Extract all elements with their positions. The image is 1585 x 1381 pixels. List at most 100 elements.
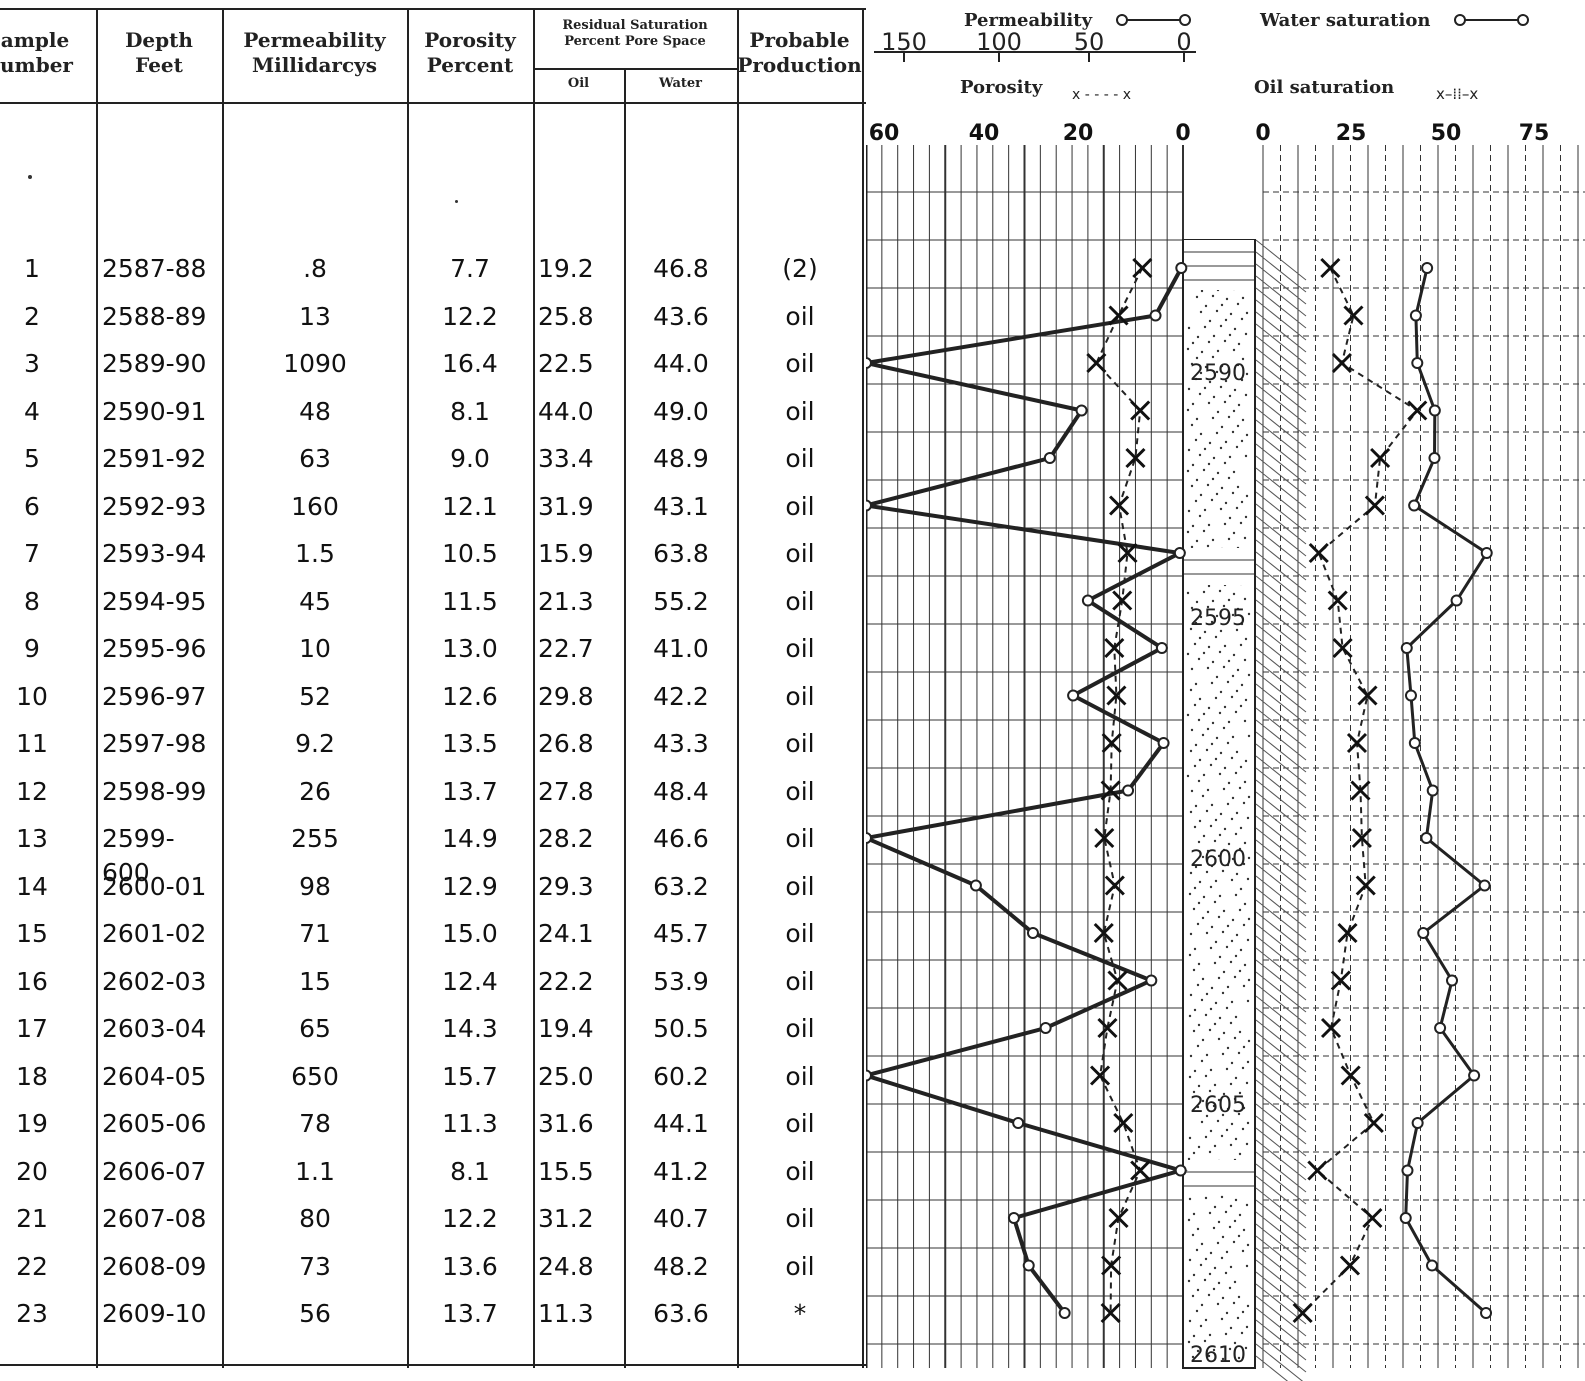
left-scale-tick: 20 <box>1063 121 1094 146</box>
cell-depth: 2588-89 <box>102 301 207 331</box>
cell-oil: 25.0 <box>538 1061 594 1091</box>
hatch-line <box>1255 599 1307 641</box>
sand-dot <box>1231 857 1235 861</box>
hatch-line <box>1255 971 1307 1013</box>
sand-dot <box>1244 393 1248 397</box>
sand-dot <box>1203 325 1207 329</box>
sand-dot <box>1207 523 1211 527</box>
sand-dot <box>1223 644 1227 648</box>
sand-dot <box>1200 1303 1204 1307</box>
sand-dot <box>1187 448 1191 452</box>
table-top-border <box>0 8 866 10</box>
hatch-line <box>1255 431 1307 473</box>
sand-dot <box>1243 536 1247 540</box>
sand-dot <box>1192 968 1196 972</box>
permeability-point <box>969 879 982 892</box>
cell-sample: 16 <box>16 966 48 996</box>
sand-dot <box>1219 812 1223 816</box>
sand-dot <box>1202 529 1206 533</box>
residual-subheader-line <box>533 68 737 70</box>
sand-dot <box>1239 826 1243 830</box>
permeability-point <box>866 499 872 512</box>
sand-dot <box>1191 1233 1195 1237</box>
sand-dot <box>1197 840 1201 844</box>
sand-dot <box>1236 485 1240 489</box>
cell-water: 44.1 <box>653 1109 709 1138</box>
sand-dot <box>1242 862 1246 866</box>
sand-dot <box>1193 642 1197 646</box>
sand-dot <box>1213 961 1217 965</box>
sand-dot <box>1242 801 1246 805</box>
sand-dot <box>1239 887 1243 891</box>
sand-dot <box>1216 1241 1220 1245</box>
sand-dot <box>1216 1302 1220 1306</box>
water-saturation-point <box>1411 357 1424 369</box>
header-sample-number: ample umber <box>0 28 73 78</box>
sand-dot <box>1218 772 1222 776</box>
sand-dot <box>1233 388 1237 392</box>
sand-dot <box>1187 326 1191 330</box>
sand-dot <box>1213 839 1217 843</box>
hatch-line <box>1255 731 1307 773</box>
lithology-column: 2590 2595 2600 2605 2610 <box>1182 239 1307 1381</box>
water-saturation-point <box>1426 1259 1439 1272</box>
cell-water: 41.0 <box>653 634 709 663</box>
sand-dot <box>1189 1054 1193 1058</box>
sand-dot <box>1196 1105 1200 1109</box>
hatch-line <box>1255 995 1307 1037</box>
cell-depth: 2595-96 <box>102 634 207 663</box>
sand-dot <box>1231 491 1235 495</box>
sand-dot <box>1189 627 1193 631</box>
sand-dot <box>1246 938 1250 942</box>
hatch-line <box>1255 1319 1307 1361</box>
sand-dot <box>1202 468 1206 472</box>
left-scale-tick: 60 <box>869 121 900 146</box>
sand-dot <box>1207 1293 1211 1297</box>
porosity-point <box>1112 590 1133 611</box>
sand-dot <box>1239 643 1243 647</box>
sand-dot <box>1205 870 1209 874</box>
cell-depth: 2604-05 <box>102 1061 207 1091</box>
cell-depth: 2597-98 <box>102 729 207 758</box>
sand-dot <box>1241 1066 1245 1070</box>
hatch-line <box>1255 887 1307 929</box>
sand-dot <box>1227 842 1231 846</box>
dot-mark <box>28 175 32 179</box>
oil-saturation-point <box>1357 685 1378 706</box>
sand-dot <box>1235 872 1239 876</box>
sand-dot <box>1199 310 1203 314</box>
cell-oil: 31.2 <box>538 1204 594 1233</box>
sand-dot <box>1234 893 1238 897</box>
cell-perm: 9.2 <box>295 729 335 758</box>
sand-dot <box>1210 742 1214 746</box>
sand-dot <box>1245 1081 1249 1085</box>
sand-dot <box>1246 877 1250 881</box>
sand-dot <box>1216 1119 1220 1123</box>
sand-dot <box>1194 377 1198 381</box>
sand-dot <box>1196 1349 1200 1353</box>
sand-dot <box>1191 524 1195 528</box>
cell-oil: 22.7 <box>538 634 594 663</box>
legend-water-saturation-label: Water saturation <box>1259 10 1430 31</box>
sand-dot <box>1190 667 1194 671</box>
sand-dot <box>1225 1006 1229 1010</box>
sand-dot <box>1190 606 1194 610</box>
sand-dot <box>1230 1000 1234 1004</box>
cell-perm: 48 <box>299 396 331 426</box>
sand-dot <box>1207 1354 1211 1358</box>
sand-dot <box>1219 690 1223 694</box>
sand-dot <box>1187 509 1191 513</box>
cell-oil: 19.2 <box>538 254 594 283</box>
sand-dot <box>1244 637 1248 641</box>
cell-porosity: 8.1 <box>450 1156 490 1186</box>
sand-dot <box>1200 1120 1204 1124</box>
cell-sample: 19 <box>16 1109 48 1138</box>
sand-dot <box>1217 1037 1221 1041</box>
water-saturation-point <box>1468 1069 1481 1082</box>
sand-dot <box>1226 985 1230 989</box>
permeability-point <box>1026 927 1039 939</box>
hatch-line <box>1255 779 1307 821</box>
sand-dot <box>1246 1121 1250 1125</box>
sand-dot <box>1196 1227 1200 1231</box>
cell-perm: 63 <box>299 444 331 473</box>
